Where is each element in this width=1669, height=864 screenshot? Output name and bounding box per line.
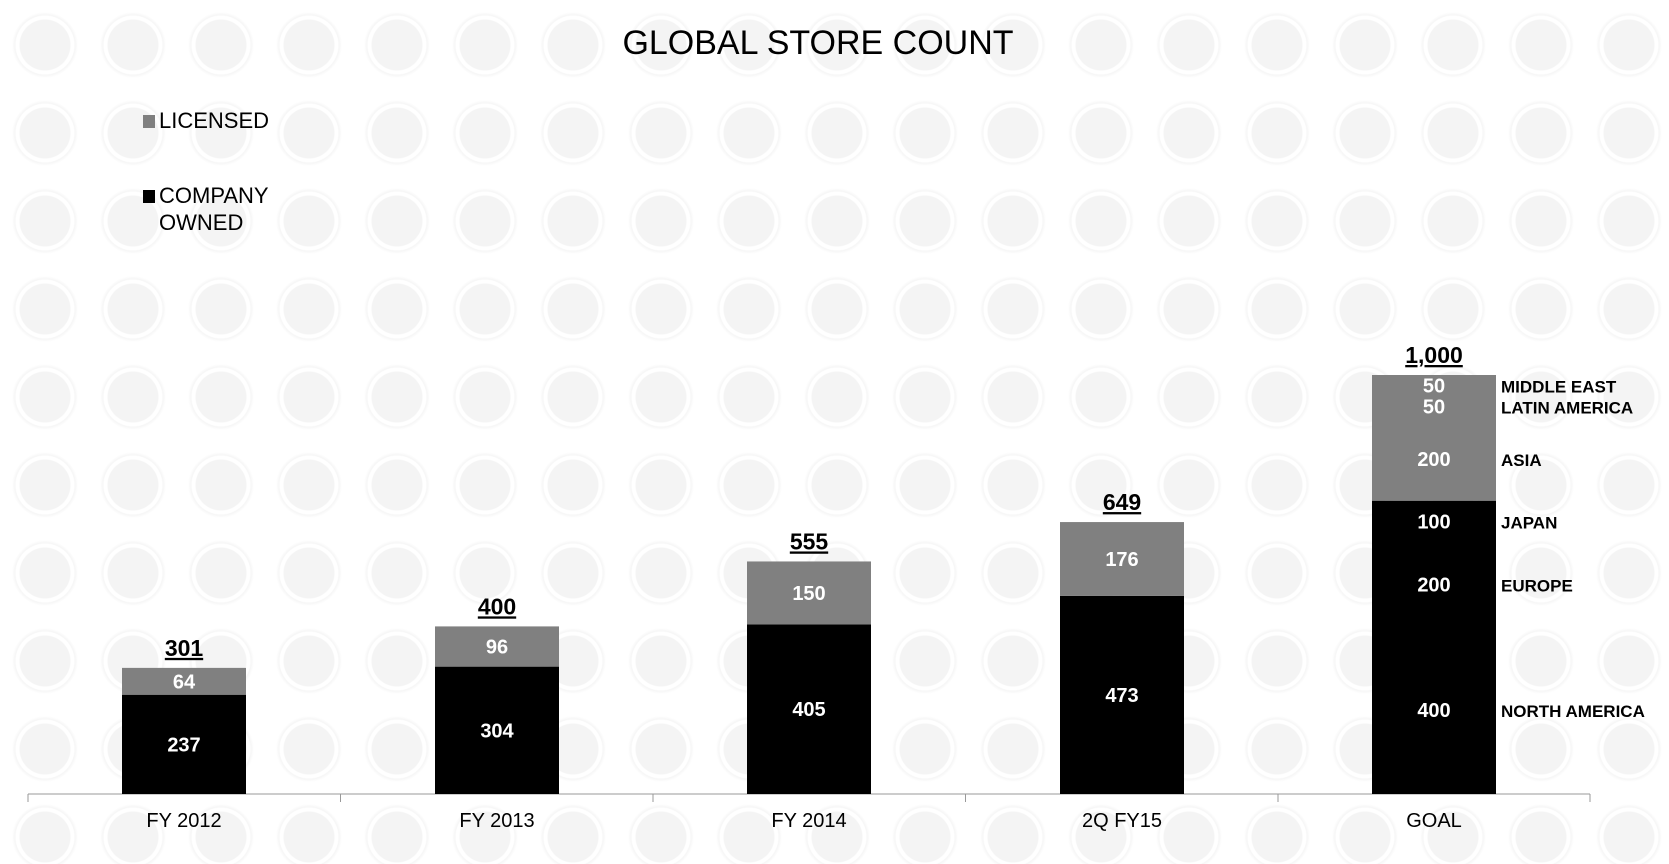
data-label: 304 (480, 720, 514, 742)
goal-segment-label: 400 (1417, 700, 1450, 722)
region-label: EUROPE (1501, 577, 1573, 596)
total-label: 555 (790, 528, 829, 554)
data-label: 176 (1105, 549, 1138, 571)
x-axis: FY 2012 FY 2013 FY 2014 2Q FY15 GOAL (27, 793, 1591, 832)
bars (122, 375, 1496, 794)
bar-segment (747, 561, 871, 625)
bar-segment (435, 666, 559, 794)
region-label: ASIA (1501, 451, 1542, 470)
bar-segment (122, 667, 246, 695)
bar-segment (1372, 500, 1496, 794)
total-label: 301 (165, 635, 204, 661)
legend-label-company-owned-line2: OWNED (159, 210, 243, 235)
region-label: MIDDLE EAST (1501, 377, 1617, 396)
data-label: 237 (167, 734, 200, 756)
x-tick-label: FY 2013 (459, 810, 534, 832)
total-label: 649 (1103, 489, 1141, 515)
region-label: JAPAN (1501, 514, 1557, 533)
legend-swatch-licensed (143, 115, 155, 128)
data-label: 405 (792, 699, 825, 721)
x-tick-label: GOAL (1406, 810, 1462, 832)
bar-segment (747, 624, 871, 794)
goal-segment-label: 100 (1417, 512, 1450, 534)
labels: 237 64 301 304 96 400 405 150 555 473 176 649 1,000 4… (165, 342, 1645, 756)
x-tick-label: FY 2012 (146, 810, 221, 832)
data-label: 473 (1105, 685, 1138, 707)
legend-swatch-company-owned (143, 190, 155, 203)
data-label: 64 (173, 671, 196, 693)
data-label: 96 (486, 637, 508, 659)
bar-segment (435, 626, 559, 667)
data-label: 150 (792, 583, 825, 605)
total-label: 1,000 (1405, 342, 1463, 368)
region-label: LATIN AMERICA (1501, 398, 1633, 417)
goal-segment-label: 50 (1423, 375, 1445, 397)
bar-segment (122, 694, 246, 794)
x-tick-label: FY 2014 (771, 810, 846, 832)
region-label: NORTH AMERICA (1501, 702, 1645, 721)
total-label: 400 (478, 593, 516, 619)
legend-label-company-owned-line1: COMPANY (159, 183, 269, 208)
x-tick-label: 2Q FY15 (1082, 810, 1162, 832)
chart-title: GLOBAL STORE COUNT (622, 24, 1013, 62)
bar-segment (1372, 375, 1496, 501)
goal-segment-label: 200 (1417, 575, 1450, 597)
goal-segment-label: 50 (1423, 396, 1445, 418)
bar-segment (1060, 595, 1184, 794)
bar-segment (1060, 522, 1184, 596)
goal-segment-label: 200 (1417, 449, 1450, 471)
legend-label-licensed: LICENSED (159, 108, 269, 133)
